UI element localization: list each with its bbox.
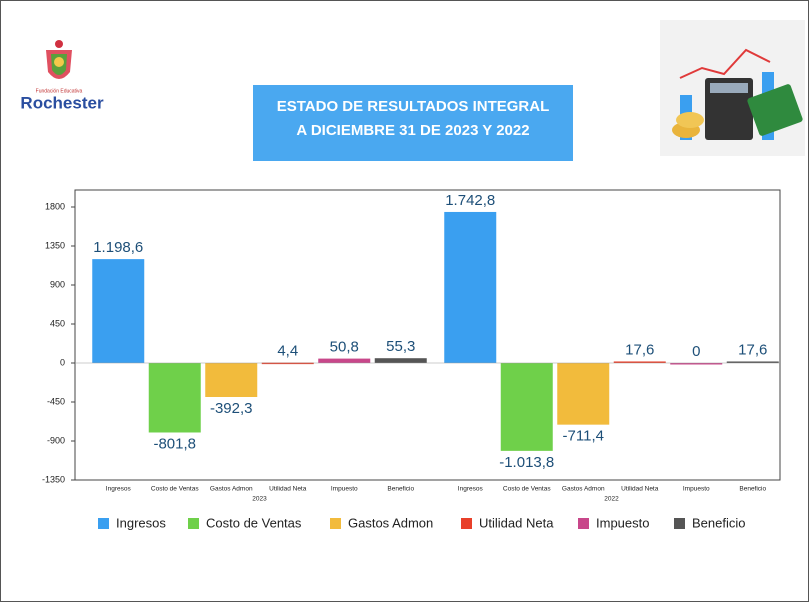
x-tick-label: Impuesto [683,486,710,493]
bar [149,363,201,432]
bar [501,363,553,451]
x-tick-label: Gastos Admon [562,486,605,493]
slide: Fundación Educativa Rochester ESTADO DE … [0,0,809,602]
legend-swatch [330,518,341,529]
value-label: 4,4 [277,343,298,360]
y-tick-label: -1350 [42,474,65,484]
group-label: 2023 [252,496,267,503]
finance-illustration [660,20,805,156]
group-label: 2022 [604,496,619,503]
legend-swatch [98,518,109,529]
value-label: 17,6 [625,341,654,358]
legend-swatch [188,518,199,529]
legend-swatch [674,518,685,529]
legend-label: Impuesto [596,515,649,530]
bar [375,358,427,363]
bar [205,363,257,397]
legend-label: Ingresos [116,515,166,530]
legend-label: Gastos Admon [348,515,433,530]
value-label: 17,6 [738,341,767,358]
bar [318,359,370,363]
legend-swatch [578,518,589,529]
x-tick-label: Costo de Ventas [503,486,551,493]
bar [557,363,609,425]
y-tick-label: 1800 [45,201,65,211]
logo-name: Rochester [20,93,104,112]
y-tick-label: 0 [60,357,65,367]
x-tick-label: Beneficio [739,486,766,493]
chart-title: ESTADO DE RESULTADOS INTEGRAL [277,98,550,115]
value-label: 50,8 [330,339,359,356]
y-tick-label: 1350 [45,240,65,250]
page: Fundación Educativa Rochester ESTADO DE … [0,0,809,602]
x-tick-label: Utilidad Neta [269,486,307,493]
x-tick-label: Costo de Ventas [151,486,199,493]
x-tick-label: Impuesto [331,486,358,493]
value-label: 1.198,6 [93,239,143,256]
chart-title: A DICIEMBRE 31 DE 2023 Y 2022 [296,122,529,139]
x-tick-label: Gastos Admon [210,486,253,493]
x-tick-label: Ingresos [106,486,132,493]
legend-label: Costo de Ventas [206,515,302,530]
legend-label: Beneficio [692,515,745,530]
value-label: -392,3 [210,400,253,417]
x-tick-label: Beneficio [387,486,414,493]
value-label: -711,4 [563,428,604,445]
y-tick-label: -450 [47,396,65,406]
x-tick-label: Ingresos [458,486,484,493]
value-label: 0 [692,343,700,360]
x-tick-label: Utilidad Neta [621,486,659,493]
value-label: 1.742,8 [445,192,495,209]
value-label: 55,3 [386,338,415,355]
value-label: -1.013,8 [499,454,554,471]
legend-swatch [461,518,472,529]
legend-label: Utilidad Neta [479,515,554,530]
y-tick-label: 900 [50,279,65,289]
bar [92,259,144,363]
y-tick-label: -900 [47,435,65,445]
bar [444,212,496,363]
value-label: -801,8 [153,435,196,452]
y-tick-label: 450 [50,318,65,328]
